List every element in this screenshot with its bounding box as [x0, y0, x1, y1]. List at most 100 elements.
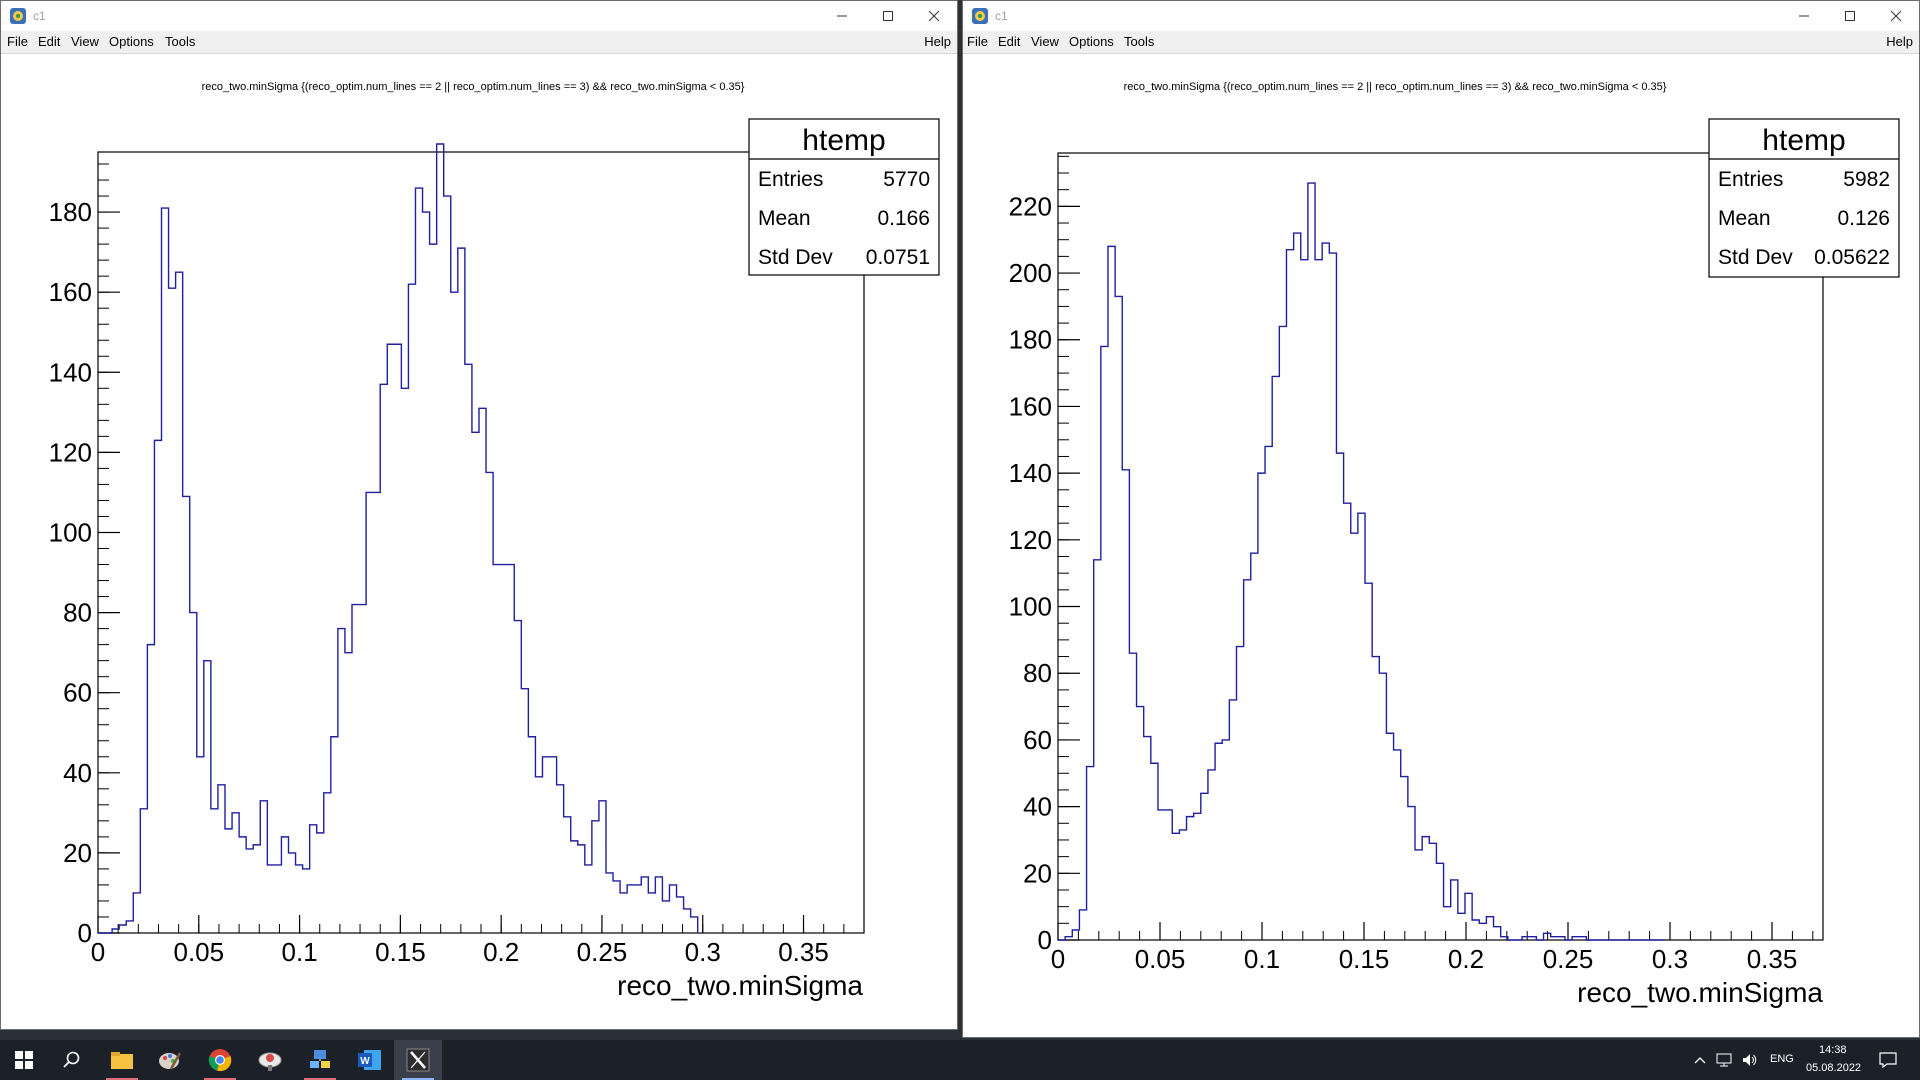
y-tick-label: 220 [1009, 191, 1052, 221]
menu-help[interactable]: Help [924, 34, 951, 49]
histogram-canvas[interactable]: reco_two.minSigma {(reco_optim.num_lines… [1, 54, 957, 1029]
menu-options[interactable]: Options [1069, 34, 1114, 49]
stats-label-entries: Entries [758, 168, 823, 191]
histogram-line [1058, 182, 1665, 941]
chevron-up-icon[interactable] [1690, 1040, 1710, 1080]
menu-edit[interactable]: Edit [38, 34, 61, 49]
y-tick-label: 180 [1009, 325, 1052, 355]
y-tick-label: 120 [1009, 525, 1052, 555]
x-tick-label: 0.1 [282, 937, 318, 967]
x-tick-label: 0 [91, 937, 105, 967]
menu-file[interactable]: File [7, 34, 28, 49]
y-tick-label: 100 [49, 517, 92, 547]
svg-text:W: W [360, 1056, 370, 1067]
y-tick-label: 80 [1023, 658, 1052, 688]
close-button[interactable] [911, 1, 957, 31]
word-icon[interactable]: W [346, 1040, 394, 1080]
canvas-area[interactable]: reco_two.minSigma {(reco_optim.num_lines… [1, 54, 957, 1029]
root-canvas-window-left: c1 File Edit View Options Tools Help rec… [0, 0, 958, 1030]
taskbar: W ENG 14:38 05.08.2022 [0, 1040, 1920, 1080]
axes: 0 0.05 0.1 0.15 0.2 0.25 0.3 0.35 0 20 40 60 80 100 12… [1009, 152, 1824, 974]
x-tick-label: 0.15 [1339, 944, 1390, 974]
root-canvas-window-right: c1 File Edit View Options Tools Help rec… [962, 0, 1920, 1038]
clock-date[interactable]: 05.08.2022 [1806, 1062, 1862, 1074]
maximize-button[interactable] [1827, 1, 1873, 31]
y-tick-label: 140 [49, 357, 92, 387]
x-tick-label: 0.05 [173, 937, 224, 967]
volume-icon[interactable] [1738, 1040, 1762, 1080]
stats-value-entries: 5770 [883, 168, 930, 191]
file-explorer-icon[interactable] [98, 1040, 146, 1080]
language-indicator[interactable]: ENG [1770, 1053, 1794, 1065]
title-bar[interactable]: c1 [1, 1, 957, 31]
y-tick-label: 40 [1023, 792, 1052, 822]
histogram-line [98, 143, 699, 934]
stats-value-entries: 5982 [1843, 168, 1890, 191]
menu-help[interactable]: Help [1886, 34, 1913, 49]
stats-name: htemp [1762, 124, 1845, 157]
search-icon[interactable] [48, 1040, 96, 1080]
x-tick-label: 0.3 [1652, 944, 1688, 974]
x-axis-label: reco_two.minSigma [617, 970, 863, 1001]
root-app-icon [9, 7, 27, 25]
maximize-button[interactable] [865, 1, 911, 31]
minimize-button[interactable] [819, 1, 865, 31]
histogram-canvas[interactable]: reco_two.minSigma {(reco_optim.num_lines… [963, 54, 1919, 1037]
stats-label-mean: Mean [1718, 207, 1771, 230]
stats-label-entries: Entries [1718, 168, 1783, 191]
notification-icon[interactable] [1864, 1040, 1912, 1080]
x-tick-label: 0 [1051, 944, 1065, 974]
chrome-icon[interactable] [196, 1040, 244, 1080]
x-app-icon[interactable] [394, 1040, 442, 1080]
x-tick-label: 0.35 [1747, 944, 1798, 974]
network-icon[interactable] [1712, 1040, 1736, 1080]
y-tick-label: 0 [1038, 925, 1052, 955]
y-tick-label: 80 [63, 598, 92, 628]
clock-time[interactable]: 14:38 [1819, 1044, 1847, 1056]
x-tick-label: 0.25 [577, 937, 628, 967]
y-tick-label: 160 [1009, 391, 1052, 421]
menu-tools[interactable]: Tools [165, 34, 196, 49]
network-app-icon[interactable] [296, 1040, 344, 1080]
satellite-icon[interactable] [246, 1040, 294, 1080]
x-tick-label: 0.05 [1135, 944, 1186, 974]
menu-edit[interactable]: Edit [998, 34, 1021, 49]
axes: 0 0.05 0.1 0.15 0.2 0.25 0.3 0.35 0 20 40 60 80 100 12… [49, 151, 865, 967]
menu-options[interactable]: Options [109, 34, 154, 49]
stats-box[interactable]: htemp Entries 5770 Mean 0.166 Std Dev 0.… [748, 118, 940, 276]
y-tick-label: 40 [63, 758, 92, 788]
y-tick-label: 0 [78, 918, 92, 948]
x-axis-label: reco_two.minSigma [1577, 977, 1823, 1008]
window-title: c1 [33, 9, 46, 23]
stats-name: htemp [802, 124, 885, 157]
y-tick-label: 20 [1023, 858, 1052, 888]
y-tick-label: 100 [1009, 592, 1052, 622]
minimize-button[interactable] [1781, 1, 1827, 31]
y-tick-label: 120 [49, 437, 92, 467]
canvas-area[interactable]: reco_two.minSigma {(reco_optim.num_lines… [963, 54, 1919, 1037]
stats-label-mean: Mean [758, 207, 811, 230]
y-tick-label: 180 [49, 197, 92, 227]
x-tick-label: 0.3 [685, 937, 721, 967]
stats-value-stddev: 0.05622 [1814, 246, 1890, 269]
stats-box[interactable]: htemp Entries 5982 Mean 0.126 Std Dev 0.… [1708, 118, 1900, 278]
stats-value-mean: 0.126 [1837, 207, 1890, 230]
menu-bar: File Edit View Options Tools Help [963, 31, 1919, 54]
menu-file[interactable]: File [967, 34, 988, 49]
x-tick-label: 0.15 [375, 937, 426, 967]
menu-bar: File Edit View Options Tools Help [1, 31, 957, 54]
windows-start-icon[interactable] [0, 1040, 48, 1080]
close-button[interactable] [1873, 1, 1919, 31]
stats-value-stddev: 0.0751 [866, 246, 930, 269]
y-tick-label: 160 [49, 277, 92, 307]
title-bar[interactable]: c1 [963, 1, 1919, 31]
x-tick-label: 0.2 [1448, 944, 1484, 974]
paint-icon[interactable] [146, 1040, 194, 1080]
y-tick-label: 20 [63, 838, 92, 868]
stats-value-mean: 0.166 [877, 207, 930, 230]
menu-view[interactable]: View [1031, 34, 1059, 49]
histogram-title: reco_two.minSigma {(reco_optim.num_lines… [1124, 81, 1667, 93]
stats-label-stddev: Std Dev [1718, 246, 1793, 269]
menu-view[interactable]: View [71, 34, 99, 49]
menu-tools[interactable]: Tools [1124, 34, 1155, 49]
